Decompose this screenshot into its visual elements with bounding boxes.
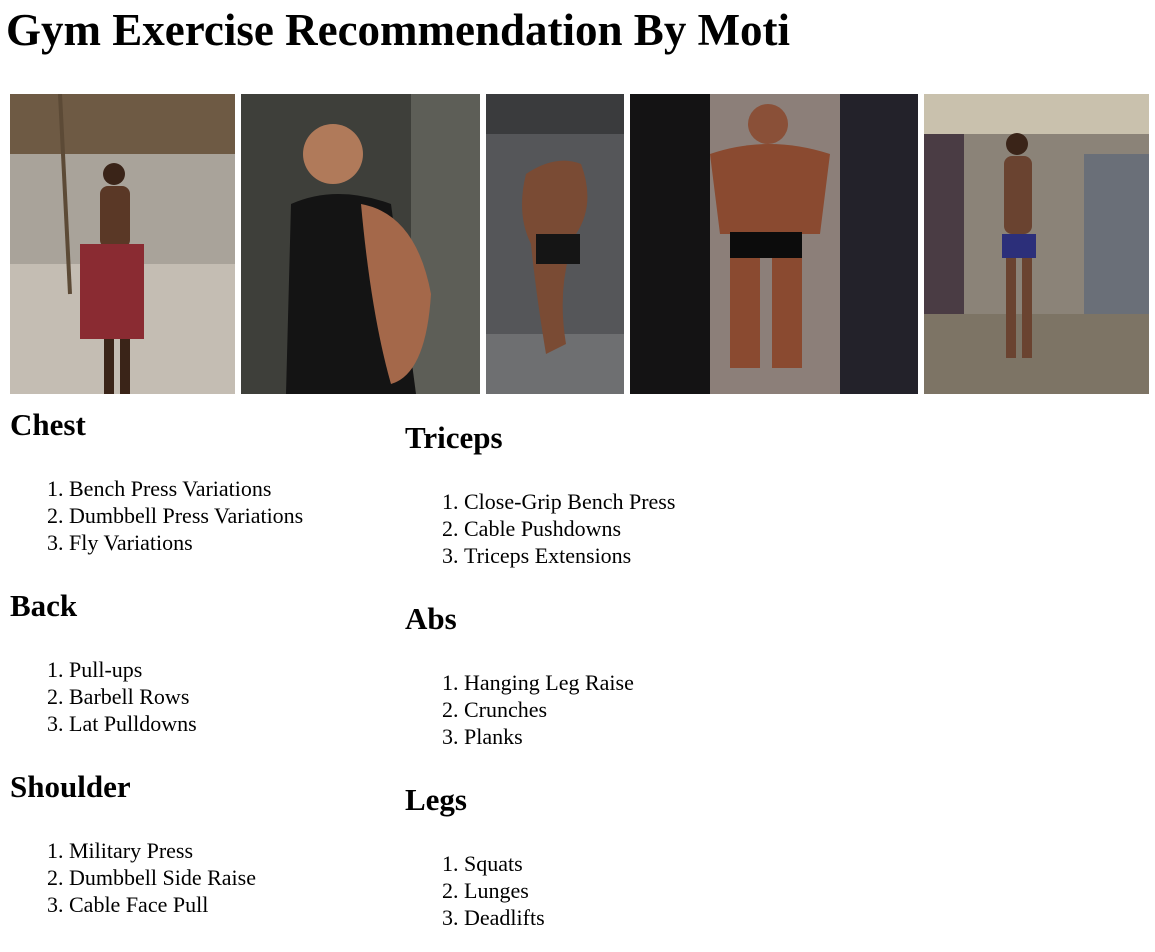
triceps-heading: Triceps [405, 420, 503, 455]
list-item: Pull-ups [69, 656, 400, 683]
list-item: Dumbbell Side Raise [69, 864, 400, 891]
list-item: Close-Grip Bench Press [464, 488, 795, 515]
legs-heading: Legs [405, 782, 467, 817]
right-column: Triceps Close-Grip Bench Press Cable Pus… [405, 419, 795, 931]
chest-heading: Chest [10, 407, 86, 442]
legs-section: Legs Squats Lunges Deadlifts [405, 781, 795, 931]
abs-heading: Abs [405, 601, 457, 636]
page-title: Gym Exercise Recommendation By Moti [6, 5, 791, 55]
list-item: Triceps Extensions [464, 542, 795, 569]
list-item: Squats [464, 850, 795, 877]
gym-photo-3 [486, 94, 624, 394]
list-item: Barbell Rows [69, 683, 400, 710]
chest-exercise-list: Bench Press Variations Dumbbell Press Va… [10, 475, 400, 556]
list-item: Cable Face Pull [69, 891, 400, 918]
list-item: Hanging Leg Raise [464, 669, 795, 696]
list-item: Planks [464, 723, 795, 750]
list-item: Military Press [69, 837, 400, 864]
gym-photo-2 [241, 94, 480, 394]
triceps-section: Triceps Close-Grip Bench Press Cable Pus… [405, 419, 795, 569]
list-item: Fly Variations [69, 529, 400, 556]
abs-exercise-list: Hanging Leg Raise Crunches Planks [405, 669, 795, 750]
list-item: Dumbbell Press Variations [69, 502, 400, 529]
gym-photo-4 [630, 94, 918, 394]
list-item: Lunges [464, 877, 795, 904]
back-exercise-list: Pull-ups Barbell Rows Lat Pulldowns [10, 656, 400, 737]
list-item: Lat Pulldowns [69, 710, 400, 737]
list-item: Deadlifts [464, 904, 795, 931]
chest-section: Chest Bench Press Variations Dumbbell Pr… [10, 406, 400, 556]
legs-exercise-list: Squats Lunges Deadlifts [405, 850, 795, 931]
back-heading: Back [10, 588, 78, 623]
shoulder-heading: Shoulder [10, 769, 131, 804]
list-item: Bench Press Variations [69, 475, 400, 502]
abs-section: Abs Hanging Leg Raise Crunches Planks [405, 600, 795, 750]
left-column: Chest Bench Press Variations Dumbbell Pr… [10, 406, 400, 949]
list-item: Crunches [464, 696, 795, 723]
gym-photo-5 [924, 94, 1149, 394]
triceps-exercise-list: Close-Grip Bench Press Cable Pushdowns T… [405, 488, 795, 569]
gym-photo-1 [10, 94, 235, 394]
shoulder-exercise-list: Military Press Dumbbell Side Raise Cable… [10, 837, 400, 918]
back-section: Back Pull-ups Barbell Rows Lat Pulldowns [10, 587, 400, 737]
shoulder-section: Shoulder Military Press Dumbbell Side Ra… [10, 768, 400, 918]
list-item: Cable Pushdowns [464, 515, 795, 542]
